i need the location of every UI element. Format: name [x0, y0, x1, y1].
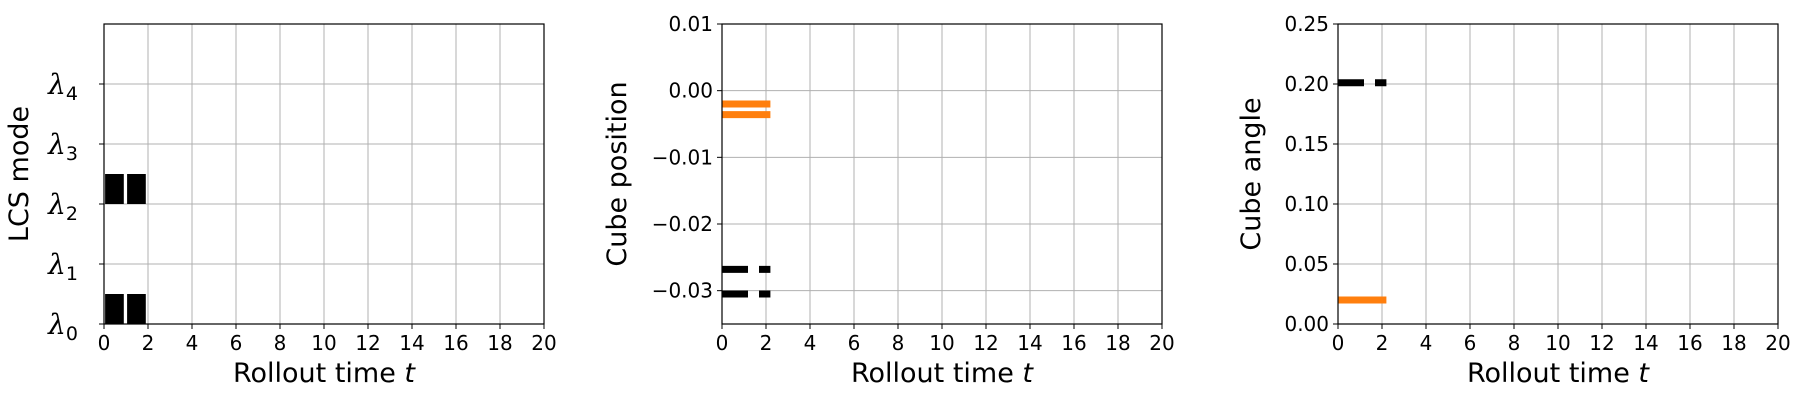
x-tick-label: 6: [230, 331, 243, 355]
x-tick-label: 18: [1721, 331, 1746, 355]
lcs-mode-bar: [105, 294, 124, 324]
axes-frame: [1337, 23, 1779, 325]
x-tick-label: 20: [1765, 331, 1790, 355]
x-axis-label: Rollout time t: [233, 358, 416, 389]
y-tick-subscript: 0: [66, 323, 78, 345]
x-tick-label: 16: [1677, 331, 1702, 355]
x-tick-label: 10: [311, 331, 336, 355]
lcs-mode-bar: [105, 174, 124, 204]
x-tick-label: 4: [186, 331, 199, 355]
x-tick-label: 16: [1061, 331, 1086, 355]
lcs-mode-bar: [127, 174, 146, 204]
x-tick-label: 8: [892, 331, 905, 355]
x-tick-label: 4: [1420, 331, 1433, 355]
axes-frame: [721, 23, 1163, 325]
x-tick-label: 6: [1464, 331, 1477, 355]
x-tick-label: 14: [1633, 331, 1658, 355]
x-axis-label-variable: t: [1022, 358, 1034, 389]
x-tick-label: 10: [929, 331, 954, 355]
x-tick-label: 14: [399, 331, 424, 355]
y-tick-label: λ2: [47, 188, 78, 225]
y-tick-label: 0.00: [1284, 312, 1329, 336]
y-tick-label: λ0: [47, 308, 78, 345]
cube-position-panel: 0 2 4 6 8 10 12 14 16 18 20 0.01 0.00 −0.01 −0.02 −0.03…: [602, 12, 1175, 389]
x-tick-label: 8: [274, 331, 287, 355]
y-tick-label: 0.20: [1284, 72, 1329, 96]
x-axis-label: Rollout time t: [1467, 358, 1650, 389]
x-axis-label-variable: t: [404, 358, 416, 389]
y-axis-label: Cube angle: [1236, 97, 1267, 250]
y-tick-label: 0.15: [1284, 132, 1329, 156]
x-tick-label: 18: [1105, 331, 1130, 355]
x-tick-label: 12: [973, 331, 998, 355]
x-tick-label: 2: [760, 331, 773, 355]
x-tick-label: 4: [804, 331, 817, 355]
lcs-mode-bar: [127, 294, 146, 324]
x-tick-label: 2: [1376, 331, 1389, 355]
y-axis-label: Cube position: [602, 81, 633, 266]
x-tick-label: 6: [848, 331, 861, 355]
x-tick-label: 12: [355, 331, 380, 355]
y-tick-label: 0.25: [1284, 12, 1329, 36]
y-tick-label: −0.03: [652, 279, 713, 303]
x-tick-label: 0: [716, 331, 729, 355]
x-tick-label: 18: [487, 331, 512, 355]
y-tick-label: λ3: [47, 128, 78, 165]
x-tick-label: 20: [531, 331, 556, 355]
y-tick-label: 0.01: [668, 12, 713, 36]
x-tick-label: 20: [1149, 331, 1174, 355]
y-tick-label: λ1: [47, 248, 78, 285]
x-tick-label: 10: [1545, 331, 1570, 355]
y-tick-subscript: 4: [66, 83, 78, 105]
x-tick-label: 16: [443, 331, 468, 355]
cube-angle-panel: 0 2 4 6 8 10 12 14 16 18 20 0.00 0.05 0.10 0.15 0.20 0.2…: [1236, 12, 1791, 389]
y-tick-label: −0.02: [652, 212, 713, 236]
y-tick-label: 0.10: [1284, 192, 1329, 216]
y-tick-label: λ4: [47, 68, 78, 105]
y-tick-subscript: 1: [66, 263, 78, 285]
y-tick-label: 0.00: [668, 79, 713, 103]
y-axis-label: LCS mode: [4, 106, 35, 242]
x-tick-label: 12: [1589, 331, 1614, 355]
y-tick-subscript: 3: [66, 143, 78, 165]
x-tick-label: 0: [98, 331, 111, 355]
axes-frame: [103, 23, 545, 325]
x-axis-label: Rollout time t: [851, 358, 1034, 389]
x-tick-label: 2: [142, 331, 155, 355]
y-tick-label: 0.05: [1284, 252, 1329, 276]
y-tick-subscript: 2: [66, 203, 78, 225]
x-axis-label-variable: t: [1638, 358, 1650, 389]
x-tick-label: 8: [1508, 331, 1521, 355]
y-tick-label: −0.01: [652, 145, 713, 169]
x-tick-label: 0: [1332, 331, 1345, 355]
x-tick-label: 14: [1017, 331, 1042, 355]
